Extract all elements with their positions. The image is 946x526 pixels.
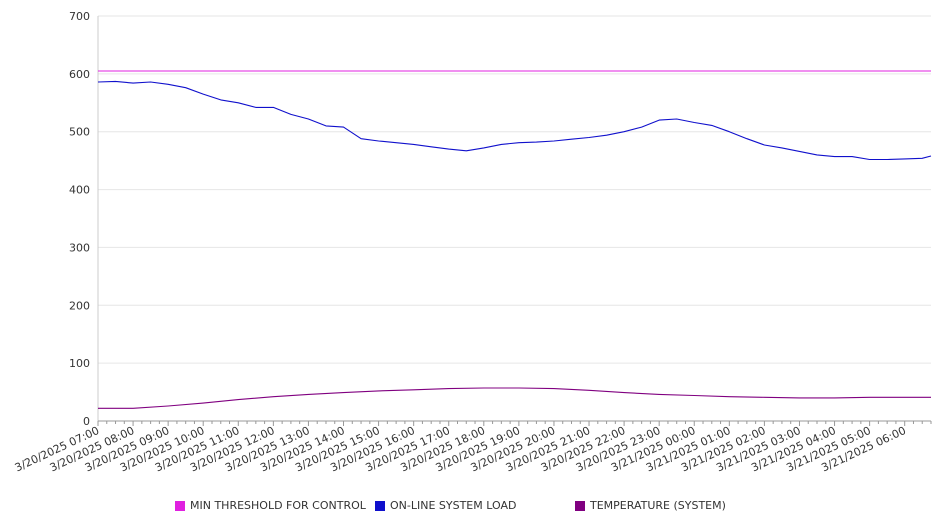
temperature-line — [98, 387, 931, 409]
legend-item-min-threshold[interactable]: MIN THRESHOLD FOR CONTROL — [175, 499, 366, 512]
y-tick-label: 200 — [69, 299, 90, 312]
y-tick-label: 300 — [69, 241, 90, 254]
legend-label-temperature: TEMPERATURE (SYSTEM) — [590, 499, 726, 512]
y-tick-label: 400 — [69, 184, 90, 197]
legend-label-min-threshold: MIN THRESHOLD FOR CONTROL — [190, 499, 366, 512]
legend-swatch-system-load — [375, 500, 385, 511]
system-load-line — [97, 80, 932, 161]
y-tick-label: 600 — [69, 68, 90, 81]
chart-legend: MIN THRESHOLD FOR CONTROL ON-LINE SYSTEM… — [0, 499, 946, 515]
legend-label-system-load: ON-LINE SYSTEM LOAD — [390, 499, 517, 512]
legend-item-temperature[interactable]: TEMPERATURE (SYSTEM) — [575, 499, 726, 512]
y-tick-label: 500 — [69, 126, 90, 139]
legend-swatch-min-threshold — [175, 500, 185, 511]
legend-item-system-load[interactable]: ON-LINE SYSTEM LOAD — [375, 499, 516, 512]
y-tick-label: 100 — [69, 357, 90, 370]
y-tick-label: 700 — [69, 10, 90, 23]
y-tick-label: 0 — [83, 415, 90, 428]
legend-swatch-temperature — [575, 500, 585, 511]
